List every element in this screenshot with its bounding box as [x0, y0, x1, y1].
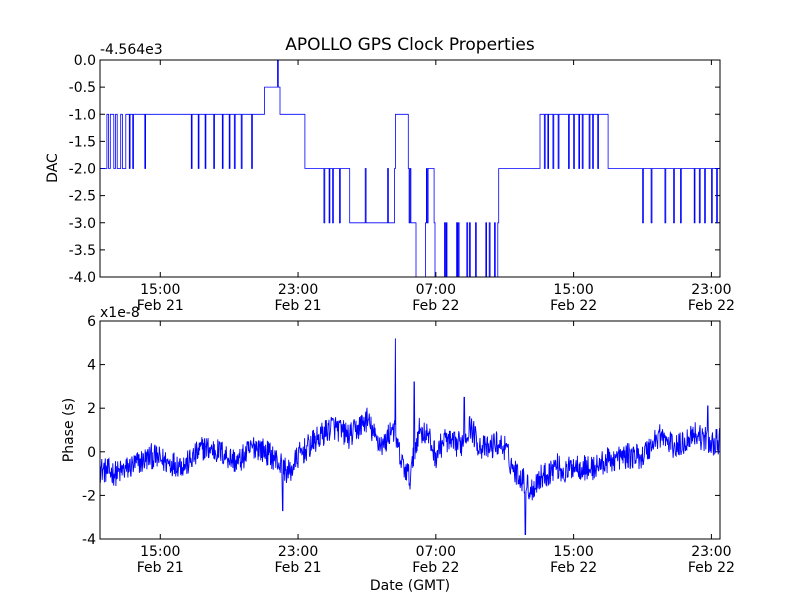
phase-ytick-label: 0 [87, 445, 96, 461]
phase-axes-frame [99, 320, 721, 540]
dac-ytick-label: -2.5 [69, 189, 96, 205]
dac-ytick-label: -1.5 [69, 134, 96, 150]
phase-xtick-date: Feb 21 [275, 560, 322, 576]
phase-xlabel: Date (GMT) [370, 578, 450, 594]
phase-xtick-time: 07:00 [416, 544, 456, 560]
dac-ticks: 0.0 -0.5 -1.0 -1.5 -2.0 -2.5 -3.0 -3.5 -4.0 15:00… [69, 53, 735, 314]
phase-ytick-label: 2 [87, 401, 96, 417]
dac-xtick-date: Feb 21 [275, 298, 322, 314]
phase-xtick-time: 15:00 [553, 544, 593, 560]
chart-title: APOLLO GPS Clock Properties [285, 35, 535, 55]
dac-xtick-time: 23:00 [691, 282, 731, 298]
dac-xtick-date: Feb 22 [550, 298, 597, 314]
phase-subplot: x1e-8 Phase (s) Date (GMT) -4 -2 0 2 4 6 15:00… [61, 305, 735, 594]
dac-ytick-label: -4.0 [69, 270, 96, 286]
dac-ytick-label: -1.0 [69, 107, 96, 123]
dac-ytick-label: -3.5 [69, 243, 96, 259]
dac-xtick-time: 15:00 [553, 282, 593, 298]
dac-xtick-time: 07:00 [416, 282, 456, 298]
phase-ytick-label: -4 [82, 532, 96, 548]
phase-offset-label: x1e-8 [100, 305, 140, 321]
phase-xtick-time: 23:00 [278, 544, 318, 560]
phase-xtick-time: 23:00 [691, 544, 731, 560]
phase-xtick-date: Feb 22 [688, 560, 735, 576]
dac-xtick-time: 23:00 [278, 282, 318, 298]
dac-xtick-date: Feb 22 [412, 298, 459, 314]
phase-xtick-date: Feb 21 [137, 560, 184, 576]
dac-ytick-label: 0.0 [74, 53, 96, 69]
dac-xtick-date: Feb 22 [688, 298, 735, 314]
dac-ytick-label: -3.0 [69, 216, 96, 232]
dac-ytick-label: -2.0 [69, 162, 96, 178]
phase-ytick-label: 6 [87, 314, 96, 330]
dac-series-line [100, 59, 720, 278]
dac-subplot: APOLLO GPS Clock Properties -4.564e3 DAC… [45, 35, 735, 314]
dac-axes-frame [99, 59, 721, 278]
dac-ylabel: DAC [45, 153, 61, 183]
phase-xtick-time: 15:00 [140, 544, 180, 560]
dac-offset-label: -4.564e3 [100, 42, 163, 58]
phase-ytick-label: -2 [82, 488, 96, 504]
dac-xtick-time: 15:00 [140, 282, 180, 298]
phase-ytick-label: 4 [87, 358, 96, 374]
dac-xtick-date: Feb 21 [137, 298, 184, 314]
phase-xtick-date: Feb 22 [550, 560, 597, 576]
dac-ytick-label: -0.5 [69, 80, 96, 96]
phase-ylabel: Phase (s) [61, 398, 77, 462]
phase-xtick-date: Feb 22 [412, 560, 459, 576]
phase-series-line [99, 338, 721, 536]
